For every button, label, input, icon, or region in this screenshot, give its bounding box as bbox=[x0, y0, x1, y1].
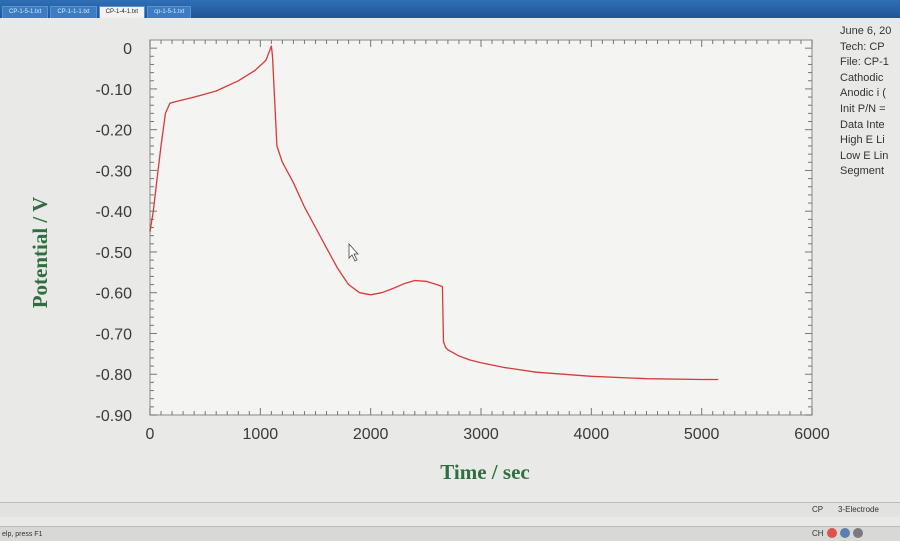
input-language-indicator[interactable]: CH bbox=[812, 528, 824, 538]
x-tick-label: 4000 bbox=[574, 426, 610, 443]
y-tick-label: -0.60 bbox=[96, 286, 133, 303]
info-line: Segment bbox=[840, 165, 885, 178]
plot-area bbox=[149, 39, 813, 416]
y-tick-label: -0.30 bbox=[96, 163, 133, 180]
y-tick-label: -0.50 bbox=[96, 245, 133, 262]
ime-icon[interactable] bbox=[826, 528, 837, 538]
help-hint: elp, press F1 bbox=[2, 531, 43, 538]
info-line: Low E Lin bbox=[840, 149, 889, 162]
y-tick-label: -0.90 bbox=[96, 408, 133, 425]
x-axis-label: Time / sec bbox=[440, 460, 529, 484]
info-line: File: CP-1 bbox=[840, 56, 889, 69]
settings-icon[interactable] bbox=[852, 528, 863, 538]
info-line: Anodic i ( bbox=[840, 87, 886, 100]
x-tick-label: 2000 bbox=[353, 426, 389, 443]
electrode-status: 3-Electrode bbox=[838, 505, 879, 514]
file-tab-bar: CP-1-5-1.txt CP-1-1-1.txt CP-1-4-1.txt c… bbox=[0, 0, 900, 18]
potential-curve bbox=[149, 45, 719, 381]
y-tick-label: -0.40 bbox=[96, 204, 133, 221]
y-tick-label: -0.20 bbox=[96, 123, 133, 140]
info-line: June 6, 20 bbox=[840, 25, 892, 37]
mouse-cursor-icon bbox=[348, 242, 359, 262]
y-tick-label: -0.80 bbox=[96, 367, 133, 384]
potential-time-chart: 0 1000 2000 3000 4000 5000 6000 0 -0.10 -0.20 -0.3… bbox=[28, 39, 830, 484]
y-tick-label: -0.10 bbox=[96, 82, 133, 99]
x-tick-label: 6000 bbox=[794, 426, 830, 443]
file-tab[interactable]: CP-1-5-1.txt bbox=[2, 6, 49, 18]
info-line: Cathodic bbox=[840, 71, 884, 84]
taskbar-row: elp, press F1 CH bbox=[0, 526, 900, 541]
file-tab[interactable]: cp-1-5-1.txt bbox=[147, 6, 192, 18]
status-bar: CP 3-Electrode elp, press F1 CH bbox=[0, 502, 900, 541]
x-tick-label: 1000 bbox=[243, 426, 279, 443]
x-tick-label: 5000 bbox=[684, 426, 720, 443]
info-line: Init P/N = bbox=[840, 102, 886, 115]
info-line: Tech: CP bbox=[840, 40, 885, 53]
info-line: Data Inte bbox=[840, 118, 885, 131]
help-icon[interactable] bbox=[839, 528, 850, 538]
y-axis-label: Potential / V bbox=[28, 197, 52, 309]
experiment-info-panel: June 6, 20 Tech: CP File: CP-1 Cathodic … bbox=[840, 24, 900, 180]
file-tab-active[interactable]: CP-1-4-1.txt bbox=[98, 6, 146, 18]
x-tick-label: 3000 bbox=[463, 426, 499, 443]
file-tab[interactable]: CP-1-1-1.txt bbox=[50, 6, 97, 18]
system-tray: CH bbox=[812, 528, 863, 538]
status-info-row: CP 3-Electrode bbox=[0, 502, 900, 517]
y-tick-label: 0 bbox=[123, 41, 132, 58]
x-tick-label: 0 bbox=[146, 426, 155, 443]
technique-status: CP bbox=[812, 505, 824, 514]
y-tick-label: -0.70 bbox=[96, 326, 133, 343]
info-line: High E Li bbox=[840, 134, 885, 147]
